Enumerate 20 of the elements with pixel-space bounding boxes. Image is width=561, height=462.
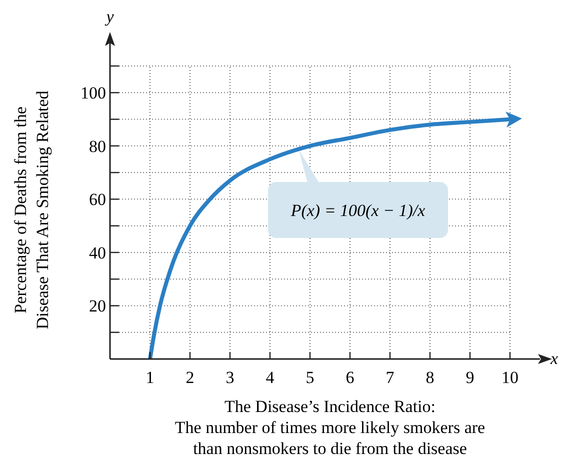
x-tick-label: 9 — [466, 368, 474, 387]
text: y — [104, 7, 114, 26]
x-tick-label: 7 — [386, 368, 395, 387]
x-tick-label: 3 — [226, 368, 234, 387]
y-axis-title: Percentage of Deaths from the Disease That Are Smoking Related — [11, 90, 52, 330]
annotation: P(x) = 100(x − 1)/x — [290, 201, 426, 220]
y-tick-label: 80 — [89, 136, 106, 156]
x-axis-title: The Disease’s Incidence Ratio: The number of times more likely smokers are than nonsmokers to die from the disease — [174, 397, 486, 458]
x-tick-label: 4 — [266, 368, 275, 387]
x-tick-label: 6 — [346, 368, 354, 387]
y-tick-label: 40 — [89, 243, 106, 262]
x-tick-label: 8 — [426, 368, 434, 387]
y-tick-label: 60 — [89, 190, 106, 210]
x-tick-label: 10 — [502, 368, 518, 387]
x-tick-label: 5 — [306, 368, 314, 387]
x-tick-label: 2 — [186, 368, 194, 387]
x-tick-label: 1 — [146, 368, 154, 387]
y-tick-label: 20 — [89, 296, 106, 316]
text: x — [549, 349, 558, 368]
y-tick-label: 100 — [80, 84, 106, 103]
